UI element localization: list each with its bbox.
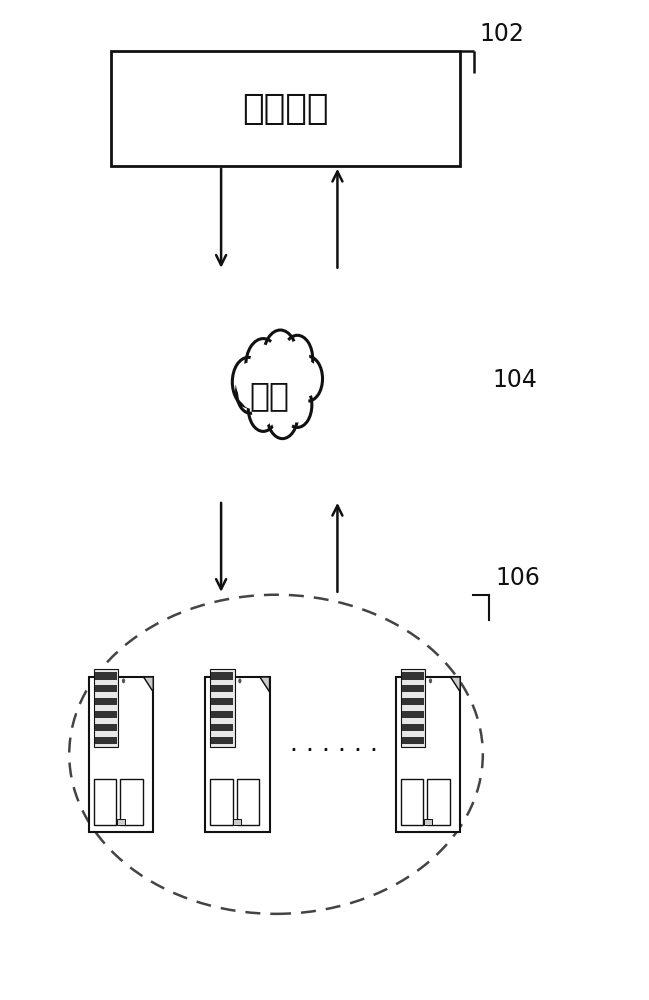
Circle shape <box>236 363 261 401</box>
Bar <box>402 685 424 692</box>
Bar <box>205 677 269 832</box>
Bar <box>402 737 424 744</box>
Bar <box>95 737 117 744</box>
Bar <box>212 724 234 731</box>
Circle shape <box>239 375 262 409</box>
Bar <box>234 819 241 825</box>
Bar <box>95 685 117 692</box>
Circle shape <box>267 391 298 439</box>
Polygon shape <box>450 677 460 692</box>
Circle shape <box>252 390 275 426</box>
Bar <box>424 819 432 825</box>
Bar <box>402 698 424 705</box>
Bar <box>212 685 234 692</box>
Bar <box>402 711 424 718</box>
Bar <box>400 669 425 747</box>
Bar <box>402 724 424 731</box>
Bar <box>95 672 117 680</box>
Circle shape <box>286 388 309 423</box>
Circle shape <box>297 361 319 396</box>
Bar <box>94 669 118 747</box>
Bar <box>402 672 424 680</box>
Circle shape <box>249 385 278 431</box>
Ellipse shape <box>69 595 483 914</box>
Polygon shape <box>143 677 153 692</box>
Circle shape <box>250 345 277 387</box>
Circle shape <box>263 330 297 381</box>
Bar <box>212 737 234 744</box>
Circle shape <box>286 341 310 377</box>
Bar <box>95 711 117 718</box>
Bar <box>117 819 125 825</box>
Bar <box>400 779 423 825</box>
Bar <box>212 672 234 680</box>
Bar <box>396 677 460 832</box>
Circle shape <box>271 396 295 433</box>
Bar <box>212 711 234 718</box>
Bar <box>120 779 143 825</box>
Polygon shape <box>260 677 269 692</box>
Circle shape <box>282 335 313 383</box>
Text: 网络: 网络 <box>250 379 289 412</box>
Bar <box>210 669 235 747</box>
Bar <box>237 779 259 825</box>
Bar <box>427 779 450 825</box>
Circle shape <box>122 678 125 683</box>
Circle shape <box>267 336 293 376</box>
Bar <box>212 698 234 705</box>
Bar <box>95 698 117 705</box>
Circle shape <box>283 383 312 427</box>
Ellipse shape <box>249 359 304 412</box>
Circle shape <box>237 371 264 413</box>
Bar <box>95 724 117 731</box>
Bar <box>210 779 233 825</box>
Circle shape <box>293 356 323 401</box>
Text: 104: 104 <box>493 368 537 392</box>
Circle shape <box>429 678 432 683</box>
Bar <box>89 677 153 832</box>
Circle shape <box>246 339 281 393</box>
Text: 102: 102 <box>480 22 524 46</box>
Circle shape <box>232 357 264 407</box>
Text: 终端设备: 终端设备 <box>243 92 329 126</box>
Circle shape <box>238 678 241 683</box>
Bar <box>111 51 460 166</box>
Text: 106: 106 <box>496 566 541 590</box>
Bar <box>94 779 116 825</box>
Text: · · · · · ·: · · · · · · <box>290 739 378 763</box>
